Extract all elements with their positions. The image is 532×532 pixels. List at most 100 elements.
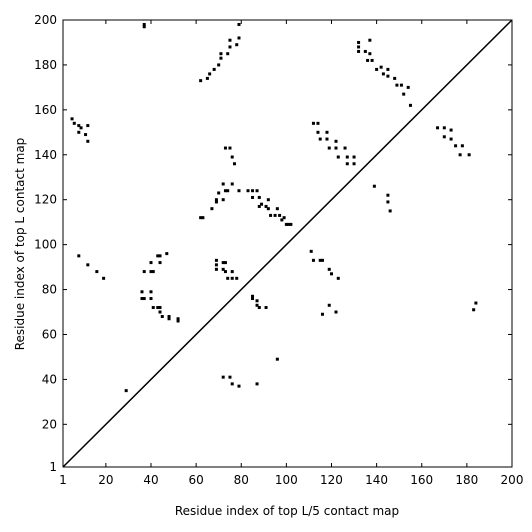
contact-point [329, 272, 333, 276]
contact-point [151, 306, 155, 310]
contact-point [237, 36, 241, 40]
contact-point [269, 213, 273, 217]
contact-point [140, 297, 144, 301]
contact-point [158, 261, 162, 265]
contact-point [70, 117, 74, 121]
y-tick-label: 200 [34, 13, 57, 27]
contact-point [176, 317, 180, 321]
contact-point [102, 276, 106, 280]
contact-point [316, 130, 320, 134]
contact-point [95, 270, 99, 274]
contact-point [149, 290, 153, 294]
contact-point [251, 297, 255, 301]
contact-point [230, 276, 234, 280]
diagonal [62, 19, 513, 468]
contact-point [257, 195, 261, 199]
x-tick-label: 80 [234, 473, 249, 487]
contact-point [336, 276, 340, 280]
contact-point [311, 121, 315, 125]
contact-point [327, 146, 331, 150]
contact-point [208, 72, 212, 76]
contact-point [210, 207, 214, 211]
contact-point [467, 153, 471, 157]
contact-point [402, 92, 406, 96]
contact-point [235, 276, 239, 280]
plot-frame [62, 19, 513, 468]
contact-point [287, 222, 291, 226]
contact-point [230, 382, 234, 386]
contact-point [393, 76, 397, 80]
x-tick-label: 200 [501, 473, 524, 487]
y-tick-label: 80 [42, 283, 57, 297]
contact-point [388, 209, 392, 213]
contact-point [79, 126, 83, 130]
contact-point [201, 216, 205, 220]
contact-point [251, 294, 255, 298]
x-tick-label: 60 [188, 473, 203, 487]
y-tick-label: 160 [34, 103, 57, 117]
contact-point [381, 72, 385, 76]
contact-point [72, 121, 76, 125]
contact-point [370, 58, 374, 62]
contact-point [149, 261, 153, 265]
contact-point [221, 261, 225, 265]
contact-point [316, 121, 320, 125]
contact-point [223, 261, 227, 265]
contact-point [251, 195, 255, 199]
x-tick-label: 100 [275, 473, 298, 487]
contact-point [214, 263, 218, 267]
contact-point [257, 204, 261, 208]
contact-point [217, 63, 221, 67]
contact-point [280, 218, 284, 222]
contact-point [386, 193, 390, 197]
contact-point [357, 45, 361, 49]
contact-point [214, 200, 218, 204]
contact-point [237, 189, 241, 193]
contact-point [149, 297, 153, 301]
contact-point [320, 258, 324, 262]
contact-point [246, 189, 250, 193]
contact-point [251, 189, 255, 193]
contact-point [460, 144, 464, 148]
contact-point [472, 308, 476, 312]
contact-point [77, 124, 81, 128]
contact-point [379, 65, 383, 69]
contact-point [266, 198, 270, 202]
contact-point [264, 204, 268, 208]
contact-point [212, 67, 216, 71]
contact-point [320, 312, 324, 316]
contact-point [199, 216, 203, 220]
contact-point [436, 126, 440, 130]
contact-point [221, 182, 225, 186]
contact-point [282, 216, 286, 220]
contact-point [357, 49, 361, 53]
contact-point [230, 270, 234, 274]
contact-point [167, 317, 171, 321]
contact-point [140, 290, 144, 294]
contact-point [228, 146, 232, 150]
contact-point [289, 222, 293, 226]
x-tick-label: 20 [98, 473, 113, 487]
contact-point [266, 207, 270, 211]
contact-point [336, 155, 340, 159]
contact-point [375, 67, 379, 71]
contact-point [255, 382, 259, 386]
contact-point [386, 74, 390, 78]
contact-point [352, 162, 356, 166]
contact-point [235, 43, 239, 47]
contact-point [84, 133, 88, 137]
contact-point [230, 155, 234, 159]
y-tick-label: 1 [49, 460, 57, 474]
contact-point [368, 38, 372, 42]
contact-point [77, 130, 81, 134]
y-tick-label: 100 [34, 238, 57, 252]
contact-point [309, 249, 313, 253]
contact-point [217, 191, 221, 195]
contact-point [158, 310, 162, 314]
y-tick-label: 120 [34, 193, 57, 207]
contact-point [214, 198, 218, 202]
contact-point [275, 357, 279, 361]
y-tick-label: 60 [42, 327, 57, 341]
contact-point [151, 270, 155, 274]
contact-point [219, 56, 223, 60]
